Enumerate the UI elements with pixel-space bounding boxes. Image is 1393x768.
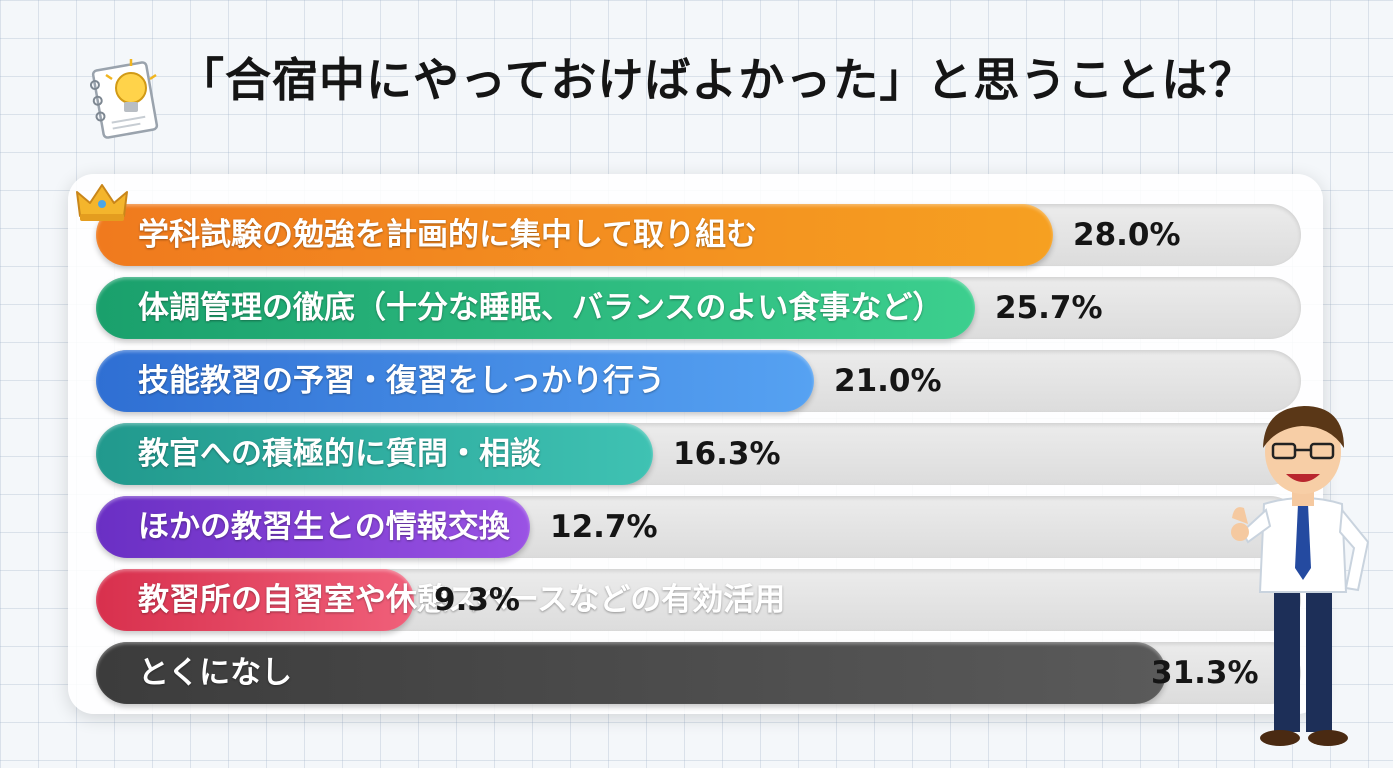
bar-value-label: 28.0% [1073,217,1181,253]
bar-label: 教官への積極的に質問・相談 [138,436,541,472]
bar [96,350,814,412]
crown-icon [76,184,128,221]
bar [96,204,1053,266]
bar-label: とくになし [138,655,293,691]
memo-lightbulb-icon [89,59,159,139]
bar-row: 教習所の自習室や休憩スペースなどの有効活用 9.3% [96,569,1301,631]
bar [96,277,975,339]
bar-value-label: 21.0% [834,363,942,399]
bar-label: 教習所の自習室や休憩スペースなどの有効活用 [138,582,786,618]
bar-label: 体調管理の徹底（十分な睡眠、バランスのよい食事など） [138,290,944,326]
bar [96,496,530,558]
chart-title: 「合宿中にやっておけばよかった」と思うことは？ [178,53,1256,107]
bar-value-label: 16.3% [673,436,781,472]
bar-row: とくになし 31.3% [96,642,1301,704]
bar-row: 教官への積極的に質問・相談 16.3% [96,423,1301,485]
bar-row: 学科試験の勉強を計画的に集中して取り組む 28.0% [96,204,1301,266]
bar [96,569,414,631]
bar-value-label: 12.7% [550,509,658,545]
bar-value-label: 25.7% [995,290,1103,326]
bar-value-label: 31.3% [1151,655,1259,691]
bar-label: 技能教習の予習・復習をしっかり行う [138,363,665,399]
bar-label: ほかの教習生との情報交換 [138,509,510,545]
bar-row: 技能教習の予習・復習をしっかり行う 21.0% [96,350,1301,412]
bar [96,423,653,485]
bar-value-label: 9.3% [434,582,520,618]
bar-label: 学科試験の勉強を計画的に集中して取り組む [138,217,758,253]
bar-row: ほかの教習生との情報交換 12.7% [96,496,1301,558]
bar-row: 体調管理の徹底（十分な睡眠、バランスのよい食事など） 25.7% [96,277,1301,339]
bar [96,642,1166,704]
mascot-man-thumbs-up [1231,406,1370,746]
